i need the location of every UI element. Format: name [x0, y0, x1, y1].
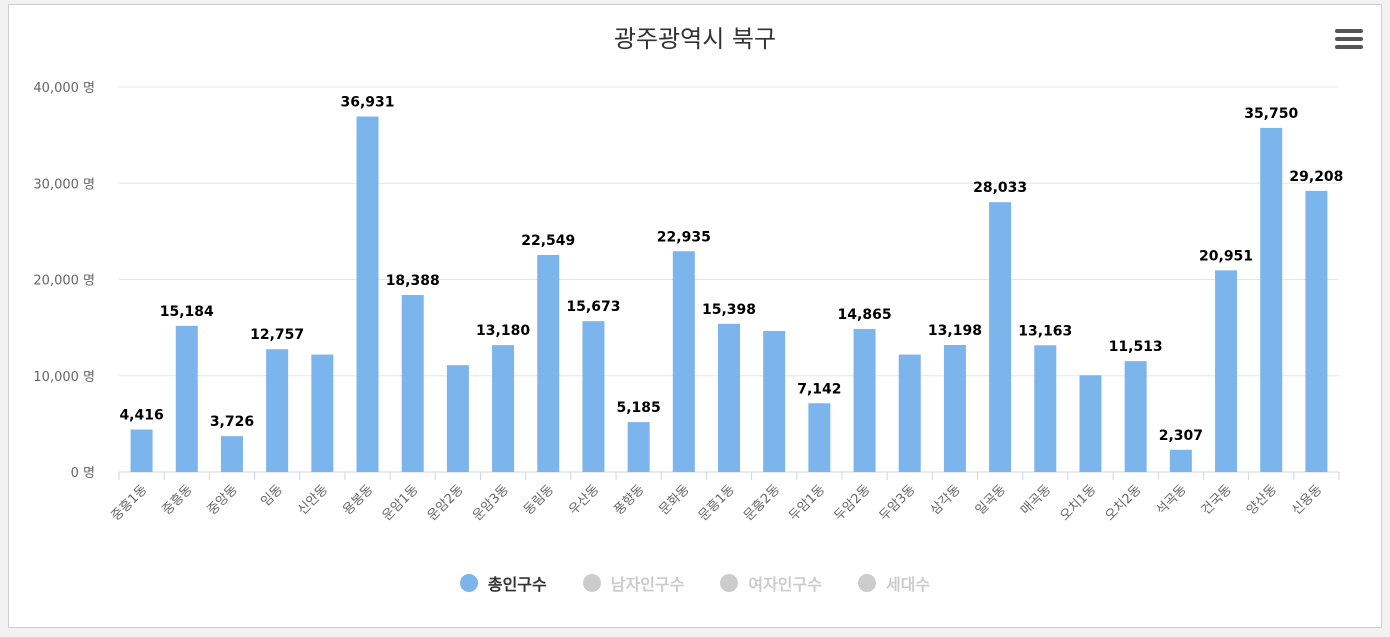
x-tick-label: 신안동 — [295, 482, 331, 518]
x-tick-label: 임동 — [258, 482, 286, 510]
x-tick-label: 우산동 — [566, 482, 602, 518]
bar[interactable] — [853, 328, 876, 472]
legend-label: 총인구수 — [487, 575, 547, 594]
x-tick-label: 건국동 — [1199, 482, 1235, 518]
y-tick-label: 20,000 명 — [33, 274, 95, 289]
bar[interactable] — [220, 436, 243, 472]
bar[interactable] — [1034, 345, 1057, 472]
bar-chart: 0 명 10,000 명 20,000 명 30,000 명 40,000 명 4,416… — [33, 81, 1343, 524]
data-label: 18,388 — [386, 273, 440, 289]
x-tick-label: 문화동 — [657, 482, 693, 518]
legend-marker-icon — [857, 574, 876, 592]
data-label: 20,951 — [1199, 248, 1253, 264]
x-tick-label: 중흥동 — [160, 482, 196, 518]
legend-marker-icon — [459, 574, 478, 592]
x-tick-label: 문흥2동 — [741, 482, 783, 524]
x-tick-label: 오치2동 — [1103, 482, 1145, 524]
chart-title: 광주광역시 북구 — [613, 25, 777, 53]
bar[interactable] — [356, 116, 379, 472]
x-tick-label: 삼각동 — [928, 482, 964, 518]
data-label: 29,208 — [1289, 169, 1343, 185]
y-tick-label: 0 명 — [71, 466, 95, 481]
bar[interactable] — [492, 345, 515, 472]
legend-item[interactable]: 여자인구수 — [720, 571, 822, 595]
x-tick-label: 두암1동 — [786, 482, 828, 524]
bar[interactable] — [1079, 375, 1102, 472]
data-label: 11,513 — [1109, 339, 1163, 355]
bar[interactable] — [266, 349, 289, 472]
bar[interactable] — [672, 251, 695, 472]
x-tick-label: 신용동 — [1289, 482, 1325, 518]
data-label: 22,935 — [657, 229, 711, 245]
x-tick-label: 일곡동 — [973, 482, 1009, 518]
x-tick-label: 중앙동 — [205, 482, 241, 518]
data-label: 7,142 — [797, 381, 841, 397]
bar[interactable] — [1260, 127, 1283, 472]
x-tick-label: 양산동 — [1244, 482, 1280, 518]
bar[interactable] — [1169, 449, 1192, 472]
x-tick-label: 운암2동 — [425, 482, 467, 524]
data-label: 2,307 — [1159, 428, 1203, 444]
legend-item[interactable]: 남자인구수 — [582, 571, 685, 595]
hamburger-menu-icon[interactable] — [1335, 29, 1363, 53]
y-tick-label: 30,000 명 — [33, 177, 95, 192]
chart-container: 광주광역시 북구 0 명 10,000 명 20,000 명 30,000 명 40,0… — [8, 4, 1382, 628]
data-label: 14,865 — [838, 307, 892, 323]
data-label: 13,163 — [1018, 323, 1072, 339]
data-label: 28,033 — [973, 180, 1027, 196]
bar[interactable] — [446, 365, 469, 472]
legend-label: 여자인구수 — [748, 575, 822, 594]
x-tick-label: 매곡동 — [1018, 482, 1054, 518]
legend-item[interactable]: 세대수 — [857, 571, 931, 595]
bar[interactable] — [582, 321, 605, 472]
data-label: 4,416 — [119, 407, 163, 423]
bar[interactable] — [130, 429, 153, 472]
bar[interactable] — [718, 323, 740, 472]
bar[interactable] — [175, 325, 198, 472]
bar[interactable] — [401, 295, 424, 472]
data-label: 22,549 — [521, 233, 575, 249]
data-label: 3,726 — [210, 414, 254, 430]
bar[interactable] — [1124, 361, 1147, 472]
y-tick-label: 40,000 명 — [33, 81, 95, 96]
bar[interactable] — [898, 354, 921, 472]
bar[interactable] — [1215, 270, 1238, 472]
data-label: 5,185 — [616, 400, 660, 416]
bar[interactable] — [989, 202, 1012, 472]
x-tick-label: 운암1동 — [380, 482, 422, 524]
chart-legend: 총인구수 남자인구수 여자인구수 세대수 — [9, 571, 1381, 595]
data-label: 12,757 — [250, 327, 304, 343]
data-label: 15,673 — [566, 299, 620, 315]
bar[interactable] — [1305, 190, 1328, 473]
x-tick-label: 석곡동 — [1154, 482, 1190, 518]
x-tick-label: 동림동 — [521, 482, 557, 518]
x-tick-label: 두암2동 — [832, 482, 874, 524]
data-label: 35,750 — [1244, 106, 1298, 122]
data-label: 13,180 — [476, 323, 530, 339]
legend-label: 세대수 — [885, 575, 931, 594]
x-tick-label: 운암3동 — [470, 482, 512, 524]
x-tick-label: 중흥1동 — [109, 482, 151, 524]
legend-marker-icon — [582, 574, 601, 592]
x-tick-label: 오치1동 — [1057, 482, 1099, 524]
data-label: 15,184 — [160, 304, 214, 320]
data-label: 15,398 — [702, 302, 756, 318]
bar[interactable] — [763, 330, 786, 472]
bar[interactable] — [808, 403, 831, 472]
legend-label: 남자인구수 — [610, 575, 685, 594]
x-tick-label: 두암3동 — [877, 482, 919, 524]
legend-marker-icon — [720, 574, 739, 592]
legend-item[interactable]: 총인구수 — [459, 571, 547, 595]
bar[interactable] — [537, 254, 560, 472]
bar[interactable] — [627, 422, 650, 472]
bar[interactable] — [943, 344, 966, 472]
data-label: 13,198 — [928, 323, 982, 339]
data-label: 36,931 — [341, 95, 395, 111]
x-tick-label: 풍향동 — [611, 482, 647, 518]
x-tick-label: 문흥1동 — [696, 482, 738, 524]
y-tick-label: 10,000 명 — [33, 370, 95, 385]
x-tick-label: 용봉동 — [340, 482, 376, 518]
bar[interactable] — [311, 354, 334, 472]
